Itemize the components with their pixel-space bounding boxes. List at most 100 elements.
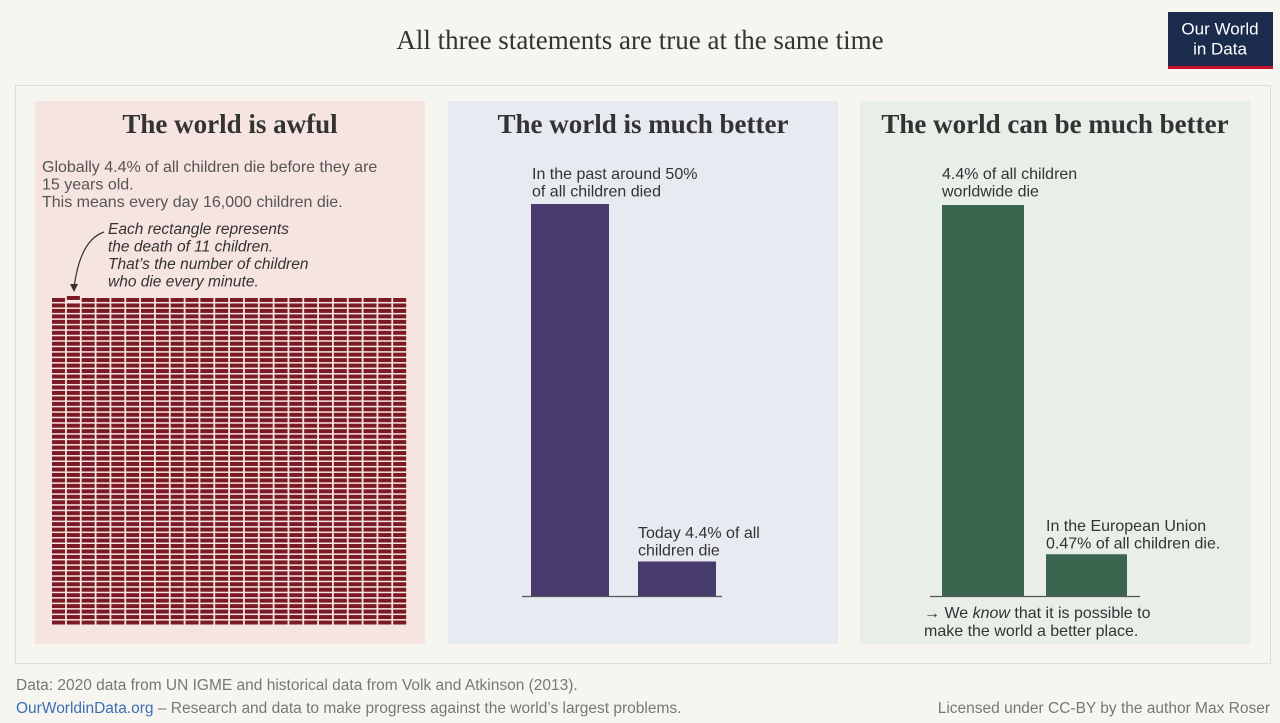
waffle-cell xyxy=(393,522,407,527)
waffle-cell xyxy=(215,347,229,352)
waffle-cell xyxy=(215,478,229,483)
waffle-cell xyxy=(126,429,140,434)
waffle-cell xyxy=(52,516,66,521)
waffle-cell xyxy=(259,462,273,466)
waffle-cell xyxy=(363,615,377,620)
waffle-cell xyxy=(111,385,125,390)
waffle-cell xyxy=(333,560,347,565)
waffle-cell xyxy=(185,396,199,401)
waffle-cell xyxy=(126,467,140,472)
waffle-cell xyxy=(185,363,199,368)
waffle-cell xyxy=(244,358,258,363)
waffle-cell xyxy=(200,407,214,412)
waffle-cell xyxy=(185,576,199,581)
waffle-cell xyxy=(81,358,95,363)
waffle-cell xyxy=(96,554,110,559)
waffle-cell xyxy=(66,303,80,308)
waffle-cell xyxy=(126,593,140,598)
waffle-cell xyxy=(52,440,66,445)
waffle-cell xyxy=(274,429,288,434)
waffle-cell xyxy=(378,396,392,401)
waffle-cell xyxy=(319,533,333,538)
waffle-cell xyxy=(200,576,214,581)
waffle-cell xyxy=(244,500,258,505)
waffle-cell xyxy=(170,352,184,357)
waffle-cell xyxy=(141,369,155,374)
waffle-cell xyxy=(170,303,184,308)
waffle-cell xyxy=(274,478,288,483)
waffle-cell xyxy=(96,604,110,609)
waffle-cell xyxy=(96,412,110,417)
waffle-cell xyxy=(304,598,318,603)
waffle-cell xyxy=(185,341,199,346)
waffle-cell xyxy=(378,341,392,346)
waffle-cell xyxy=(111,544,125,548)
waffle-cell xyxy=(52,511,66,516)
waffle-cell xyxy=(111,500,125,505)
waffle-cell xyxy=(378,560,392,565)
waffle-cell xyxy=(66,330,80,335)
waffle-cell xyxy=(378,609,392,614)
waffle-cell xyxy=(393,587,407,592)
logo[interactable]: Our World in Data xyxy=(1168,12,1273,69)
waffle-cell xyxy=(274,456,288,461)
waffle-cell xyxy=(259,445,273,450)
waffle-cell xyxy=(259,385,273,390)
waffle-cell xyxy=(274,358,288,363)
waffle-cell xyxy=(155,467,169,472)
waffle-cell xyxy=(319,330,333,335)
waffle-cell xyxy=(81,609,95,614)
waffle-cell xyxy=(363,385,377,390)
waffle-cell xyxy=(200,456,214,461)
waffle-cell xyxy=(304,522,318,527)
waffle-cell xyxy=(155,314,169,319)
waffle-cell xyxy=(289,571,303,576)
waffle-cell xyxy=(244,423,258,428)
waffle-cell xyxy=(259,489,273,494)
waffle-cell xyxy=(185,407,199,412)
waffle-cell xyxy=(363,500,377,505)
site-link[interactable]: OurWorldinData.org xyxy=(16,700,154,717)
waffle-cell xyxy=(141,505,155,510)
waffle-cell xyxy=(141,560,155,565)
waffle-cell xyxy=(274,401,288,406)
waffle-cell xyxy=(289,418,303,423)
waffle-cell xyxy=(393,462,407,466)
waffle-cell xyxy=(304,533,318,538)
waffle-cell xyxy=(66,544,80,548)
waffle-cell xyxy=(170,390,184,395)
waffle-cell xyxy=(141,347,155,352)
waffle-cell xyxy=(111,478,125,483)
waffle-cell xyxy=(141,298,155,302)
waffle-cell xyxy=(96,380,110,384)
waffle-cell xyxy=(348,609,362,614)
waffle-cell xyxy=(111,319,125,324)
waffle-cell xyxy=(319,565,333,570)
waffle-cell xyxy=(274,565,288,570)
waffle-cell xyxy=(333,336,347,341)
waffle-cell xyxy=(333,390,347,395)
waffle-cell xyxy=(348,511,362,516)
waffle-cell xyxy=(289,330,303,335)
waffle-cell xyxy=(319,363,333,368)
waffle-cell xyxy=(96,358,110,363)
waffle-cell xyxy=(304,341,318,346)
waffle-cell xyxy=(348,615,362,620)
waffle-cell xyxy=(126,330,140,335)
waffle-cell xyxy=(52,434,66,439)
waffle-cell xyxy=(215,494,229,499)
waffle-cell xyxy=(304,467,318,472)
waffle-cell xyxy=(155,615,169,620)
waffle-cell xyxy=(393,347,407,352)
waffle-cell xyxy=(378,511,392,516)
waffle-cell xyxy=(185,615,199,620)
waffle-cell xyxy=(141,429,155,434)
waffle-cell xyxy=(319,347,333,352)
waffle-cell xyxy=(259,483,273,488)
waffle-cell xyxy=(304,434,318,439)
waffle-cell xyxy=(141,336,155,341)
annotation: the death of 11 children. xyxy=(108,239,273,256)
waffle-cell xyxy=(52,483,66,488)
waffle-cell xyxy=(274,440,288,445)
waffle-cell xyxy=(304,604,318,609)
